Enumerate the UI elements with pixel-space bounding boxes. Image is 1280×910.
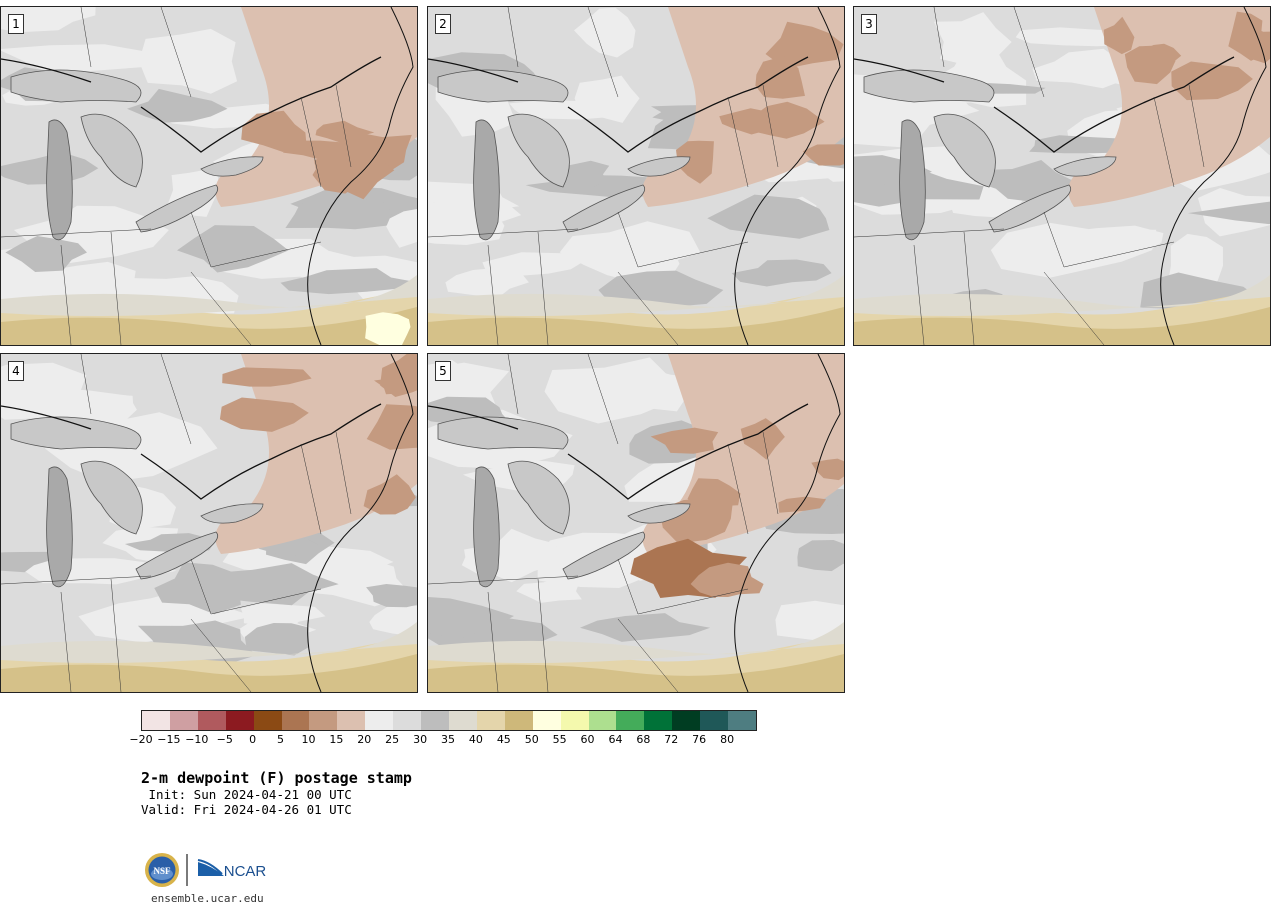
colorbar-tick-label: 76: [692, 733, 707, 746]
map-panel-2: 2: [427, 6, 845, 346]
colorbar-tick-label: 25: [385, 733, 400, 746]
colorbar-swatch: [169, 711, 198, 730]
colorbar-tick-label: −20: [129, 733, 153, 746]
dewpoint-map-3: [854, 7, 1270, 345]
init-time: Init: Sun 2024-04-21 00 UTC: [141, 787, 352, 802]
colorbar-tick-label: 45: [496, 733, 511, 746]
colorbar-swatch: [616, 711, 645, 730]
colorbar-tick-label: 20: [357, 733, 372, 746]
panel-label: 1: [8, 14, 24, 34]
colorbar-swatch: [532, 711, 561, 730]
map-panel-4: 4: [0, 353, 418, 693]
map-panel-1: 1: [0, 6, 418, 346]
colorbar-tick-label: 0: [249, 733, 257, 746]
colorbar-tick-label: 30: [413, 733, 428, 746]
logo-ncar-text: NCAR: [224, 863, 267, 880]
colorbar-swatch: [365, 711, 394, 730]
colorbar-swatch: [393, 711, 422, 730]
dewpoint-map-1: [1, 7, 417, 345]
colorbar-tick-label: −15: [157, 733, 181, 746]
colorbar-tick-label: −5: [216, 733, 233, 746]
nsf-ncar-logo: NSF NCAR: [145, 853, 267, 887]
colorbar-tick-label: 64: [608, 733, 623, 746]
website-url: ensemble.ucar.edu: [151, 892, 264, 905]
colorbar-tick-label: 15: [329, 733, 344, 746]
colorbar-swatch: [560, 711, 589, 730]
colorbar-tick-label: 68: [636, 733, 651, 746]
colorbar-tick-label: 72: [664, 733, 679, 746]
colorbar-swatch: [225, 711, 254, 730]
colorbar-tick-label: 50: [524, 733, 539, 746]
panel-label: 3: [861, 14, 877, 34]
colorbar-swatch: [197, 711, 226, 730]
colorbar-swatch: [700, 711, 729, 730]
colorbar-tick-label: 10: [301, 733, 316, 746]
colorbar-swatch: [309, 711, 338, 730]
colorbar-swatch: [337, 711, 366, 730]
colorbar-swatch: [281, 711, 310, 730]
colorbar-tick-label: −10: [185, 733, 209, 746]
colorbar-swatch: [644, 711, 673, 730]
colorbar-swatch: [253, 711, 282, 730]
colorbar-swatch: [421, 711, 449, 730]
chart-title: 2-m dewpoint (F) postage stamp: [141, 769, 412, 787]
colorbar-swatch: [448, 711, 477, 730]
colorbar-swatch: [588, 711, 617, 730]
colorbar-swatch: [728, 711, 756, 730]
colorbar-swatch: [504, 711, 533, 730]
colorbar-tick-label: 40: [468, 733, 483, 746]
colorbar-tick-label: 60: [580, 733, 595, 746]
colorbar-swatch: [476, 711, 505, 730]
panel-label: 5: [435, 361, 451, 381]
colorbar-tick-label: 80: [720, 733, 735, 746]
colorbar-tick-labels: −20 −15 −10 −5 0 5 10 15 20 25 30 35 40 45 50 55 60 64 68 7…: [0, 733, 1280, 751]
panel-label: 4: [8, 361, 24, 381]
colorbar-swatch: [672, 711, 701, 730]
colorbar-tick-label: 55: [552, 733, 567, 746]
colorbar-tick-label: 35: [441, 733, 455, 746]
panel-label: 2: [435, 14, 451, 34]
colorbar-swatch: [142, 711, 170, 730]
dewpoint-map-2: [428, 7, 844, 345]
map-panel-5: 5: [427, 353, 845, 693]
colorbar: [141, 710, 757, 731]
dewpoint-map-5: [428, 354, 844, 692]
colorbar-tick-label: 5: [277, 733, 285, 746]
logo-nsf-text: NSF: [153, 866, 171, 876]
dewpoint-map-4: [1, 354, 417, 692]
valid-time: Valid: Fri 2024-04-26 01 UTC: [141, 802, 352, 817]
map-panel-3: 3: [853, 6, 1271, 346]
